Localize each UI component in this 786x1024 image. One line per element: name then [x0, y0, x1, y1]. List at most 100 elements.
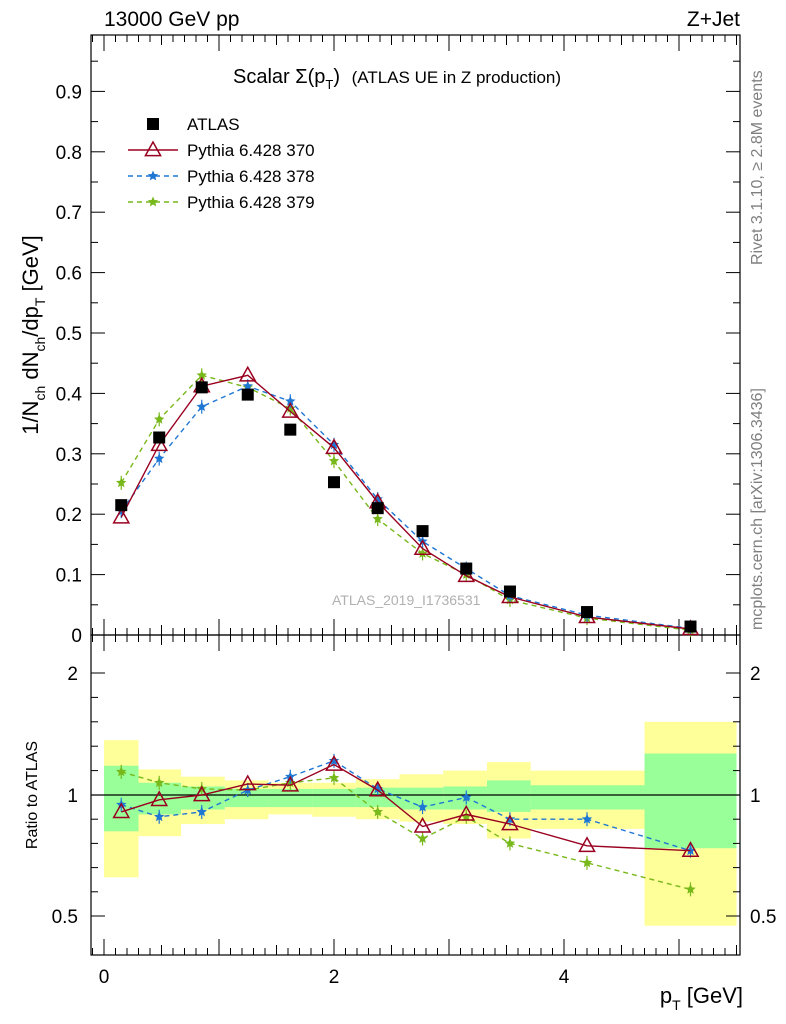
data-point: [115, 499, 128, 512]
main-ytick-label: 0.7: [56, 203, 82, 224]
data-point: [154, 453, 165, 464]
main-ylabel: 1/Nch dNch/dpT [GeV]: [18, 235, 48, 435]
data-point: [581, 813, 593, 824]
data-point: [504, 837, 516, 848]
x-tick-label: 0: [99, 967, 110, 988]
band-inner-bin: [399, 787, 444, 810]
data-point: [368, 780, 387, 797]
main-ytick-label: 0.3: [56, 445, 82, 466]
header-left: 13000 GeV pp: [104, 8, 239, 31]
main-ytick-label: 0.1: [56, 566, 82, 587]
legend-label: Pythia 6.428 370: [187, 141, 315, 160]
main-ytick-label: 0.4: [56, 384, 83, 405]
series-line: [121, 760, 691, 852]
legend-marker: [144, 140, 162, 157]
data-point: [461, 811, 472, 822]
data-point: [154, 413, 165, 424]
data-point: [150, 435, 169, 452]
rivet-label: Rivet 3.1.10, ≥ 2.8M events: [749, 70, 766, 265]
ratio-series-layer: [112, 753, 700, 897]
ratio-ytick-label-right: 0.5: [750, 907, 776, 928]
plot-title-rest: (ATLAS UE in Z production): [352, 68, 561, 87]
plot-title-sub: T: [325, 77, 333, 92]
data-point: [196, 401, 207, 412]
legend: ATLAS Pythia 6.428 370 Pythia 6.428 378 Pyt…: [128, 115, 315, 212]
data-point: [457, 566, 476, 583]
band-inner-bin: [312, 788, 356, 808]
main-ytick-label: 0.5: [56, 324, 82, 345]
main-ytick-label: 0.6: [56, 264, 82, 285]
main-series-layer: [112, 365, 700, 638]
plot-title-main: Scalar Σ(p: [233, 66, 325, 88]
data-point: [196, 806, 207, 817]
data-point: [417, 833, 428, 843]
data-point: [328, 455, 340, 466]
plot-title: Scalar Σ(pT) (ATLAS UE in Z production): [233, 66, 561, 92]
data-point: [501, 814, 519, 831]
ratio-ytick-label-right: 1: [750, 786, 761, 807]
legend-marker: [147, 118, 159, 130]
data-point: [153, 431, 166, 444]
series-line: [121, 771, 691, 891]
axis-tick-labels: 0 0.1 0.2 0.3 0.4 0.5 0.6 0.7 0.8 0.9 0 2 4 0.5 0.5 1 1 2…: [52, 82, 777, 988]
data-point: [281, 401, 300, 418]
data-point: [150, 790, 169, 807]
data-point: [238, 365, 257, 382]
header-right: Z+Jet: [687, 8, 740, 31]
data-point: [328, 772, 340, 783]
band-inner-bin: [486, 780, 531, 812]
ratio-ytick-label-left: 1: [67, 786, 78, 807]
data-point: [328, 439, 340, 450]
data-point: [112, 802, 131, 819]
data-point: [581, 606, 593, 619]
data-point: [192, 785, 211, 802]
data-point: [328, 755, 340, 766]
data-point: [416, 525, 429, 538]
main-ytick-label: 0.2: [56, 505, 82, 526]
band-inner-bin: [224, 788, 269, 808]
series-pythia-6-428-370: [112, 754, 700, 858]
data-point: [195, 381, 208, 394]
data-point: [372, 513, 383, 524]
data-point: [681, 841, 700, 858]
legend-marker: [147, 170, 159, 181]
ratio-band-inner: [104, 753, 737, 849]
legend-entry: Pythia 6.428 370: [128, 140, 315, 160]
data-point: [325, 754, 343, 771]
data-point: [196, 369, 207, 380]
data-point: [241, 388, 254, 401]
x-axis-label: pT [GeV]: [660, 983, 743, 1013]
band-inner-bin: [530, 785, 645, 810]
band-inner-bin: [268, 788, 313, 808]
data-point: [413, 539, 432, 555]
data-point: [116, 766, 127, 777]
ratio-ytick-label-left: 2: [67, 664, 78, 685]
plot-title-end: ): [333, 66, 340, 88]
data-point: [372, 783, 383, 794]
legend-entry: ATLAS: [147, 115, 240, 134]
data-point: [461, 791, 472, 802]
data-point: [372, 806, 383, 817]
data-point: [581, 857, 593, 868]
ratio-ytick-label-right: 2: [750, 664, 761, 685]
ratio-ytick-label-left: 0.5: [52, 907, 78, 928]
band-inner-bin: [644, 753, 737, 849]
series-line: [120, 374, 691, 630]
data-point: [578, 836, 596, 853]
series-pythia-6-428-379: [116, 764, 696, 897]
data-point: [112, 507, 131, 524]
data-point: [503, 585, 516, 598]
main-ytick-label: 0.9: [56, 82, 82, 103]
data-point: [417, 801, 428, 812]
ratio-ylabel: Ratio to ATLAS: [24, 741, 41, 849]
x-tick-label: 4: [559, 967, 570, 988]
legend-entry: Pythia 6.428 379: [128, 193, 315, 212]
data-point: [371, 502, 384, 515]
data-point: [281, 775, 300, 792]
data-point: [285, 395, 296, 406]
main-ytick-label: 0: [71, 626, 82, 647]
data-point: [238, 774, 257, 791]
data-point: [328, 476, 340, 489]
data-point: [413, 816, 432, 833]
